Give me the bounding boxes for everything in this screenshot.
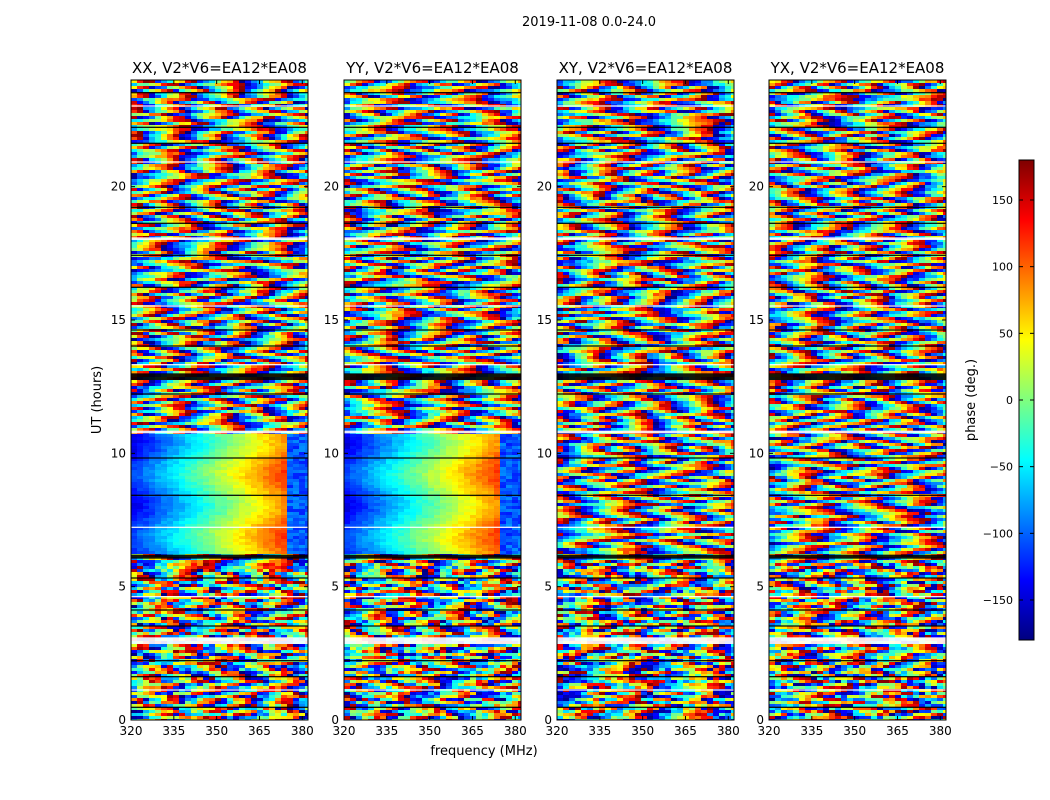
phase-heatmap bbox=[769, 80, 946, 720]
x-tick-label: 335 bbox=[162, 724, 185, 738]
y-tick-label: 15 bbox=[537, 313, 552, 327]
x-tick-label: 380 bbox=[929, 724, 952, 738]
y-tick-label: 5 bbox=[331, 580, 339, 594]
x-tick-label: 320 bbox=[758, 724, 781, 738]
y-tick-label: 5 bbox=[756, 580, 764, 594]
x-tick-label: 380 bbox=[504, 724, 527, 738]
x-tick-label: 320 bbox=[546, 724, 569, 738]
colorbar: 150 100 50 0 −50 −100 −150 bbox=[983, 159, 1035, 641]
x-axis-label: frequency (MHz) bbox=[430, 744, 537, 759]
colorbar-tick-label: −150 bbox=[983, 594, 1013, 607]
x-tick-label: 350 bbox=[205, 724, 228, 738]
panel-title: XY, V2*V6=EA12*EA08 bbox=[559, 59, 733, 77]
y-tick-label: 10 bbox=[749, 446, 764, 460]
y-tick-label: 0 bbox=[756, 713, 764, 727]
colorbar-tick-label: 100 bbox=[992, 261, 1013, 274]
y-tick-label: 0 bbox=[118, 713, 126, 727]
panel-title: YY, V2*V6=EA12*EA08 bbox=[345, 59, 519, 77]
x-tick-label: 350 bbox=[418, 724, 441, 738]
y-tick-label: 10 bbox=[324, 446, 339, 460]
colorbar-tick-label: 0 bbox=[1006, 394, 1013, 407]
panel-frame bbox=[768, 79, 947, 721]
panel-title: XX, V2*V6=EA12*EA08 bbox=[132, 59, 307, 77]
x-tick-label: 365 bbox=[886, 724, 909, 738]
y-tick-label: 20 bbox=[111, 180, 126, 194]
panel-frame bbox=[556, 79, 735, 721]
phase-heatmap bbox=[557, 80, 734, 720]
y-axis-label: UT (hours) bbox=[90, 366, 105, 434]
colorbar-tick-label: 50 bbox=[999, 327, 1013, 340]
panels: XX, V2*V6=EA12*EA08 320 335 350 365 380 0 5 10 15… bbox=[111, 59, 952, 738]
x-tick-label: 335 bbox=[588, 724, 611, 738]
y-tick-label: 10 bbox=[537, 446, 552, 460]
x-tick-label: 380 bbox=[291, 724, 314, 738]
y-tick-label: 20 bbox=[537, 180, 552, 194]
x-tick-label: 380 bbox=[717, 724, 740, 738]
colorbar-tick-label: −100 bbox=[983, 527, 1013, 540]
x-tick-label: 350 bbox=[631, 724, 654, 738]
y-tick-label: 10 bbox=[111, 446, 126, 460]
x-tick-label: 335 bbox=[375, 724, 398, 738]
panel-title: YX, V2*V6=EA12*EA08 bbox=[770, 59, 945, 77]
x-tick-label: 320 bbox=[120, 724, 143, 738]
figure-title: 2019-11-08 0.0-24.0 bbox=[522, 15, 656, 30]
x-tick-label: 350 bbox=[843, 724, 866, 738]
y-tick-label: 5 bbox=[118, 580, 126, 594]
colorbar-tick-label: −50 bbox=[990, 461, 1013, 474]
colorbar-tick-label: 150 bbox=[992, 194, 1013, 207]
panel-frame bbox=[130, 79, 309, 721]
y-tick-label: 15 bbox=[749, 313, 764, 327]
panel-1: YY, V2*V6=EA12*EA08 320 335 350 365 380 0 5 10 15… bbox=[324, 59, 527, 738]
y-tick-label: 0 bbox=[544, 713, 552, 727]
y-tick-label: 0 bbox=[331, 713, 339, 727]
x-tick-label: 335 bbox=[800, 724, 823, 738]
x-tick-label: 320 bbox=[333, 724, 356, 738]
panel-0: XX, V2*V6=EA12*EA08 320 335 350 365 380 0 5 10 15… bbox=[111, 59, 314, 738]
y-tick-label: 20 bbox=[324, 180, 339, 194]
x-tick-label: 365 bbox=[461, 724, 484, 738]
y-tick-label: 15 bbox=[111, 313, 126, 327]
panel-3: YX, V2*V6=EA12*EA08 320 335 350 365 380 0 5 10 15… bbox=[749, 59, 952, 738]
phase-heatmap bbox=[344, 80, 521, 720]
x-tick-label: 365 bbox=[248, 724, 271, 738]
panel-frame bbox=[343, 79, 522, 721]
panel-2: XY, V2*V6=EA12*EA08 320 335 350 365 380 0 5 10 15… bbox=[537, 59, 740, 738]
phase-heatmap bbox=[131, 80, 308, 720]
x-tick-label: 365 bbox=[674, 724, 697, 738]
y-tick-label: 20 bbox=[749, 180, 764, 194]
y-tick-label: 15 bbox=[324, 313, 339, 327]
colorbar-label: phase (deg.) bbox=[964, 359, 979, 441]
y-tick-label: 5 bbox=[544, 580, 552, 594]
